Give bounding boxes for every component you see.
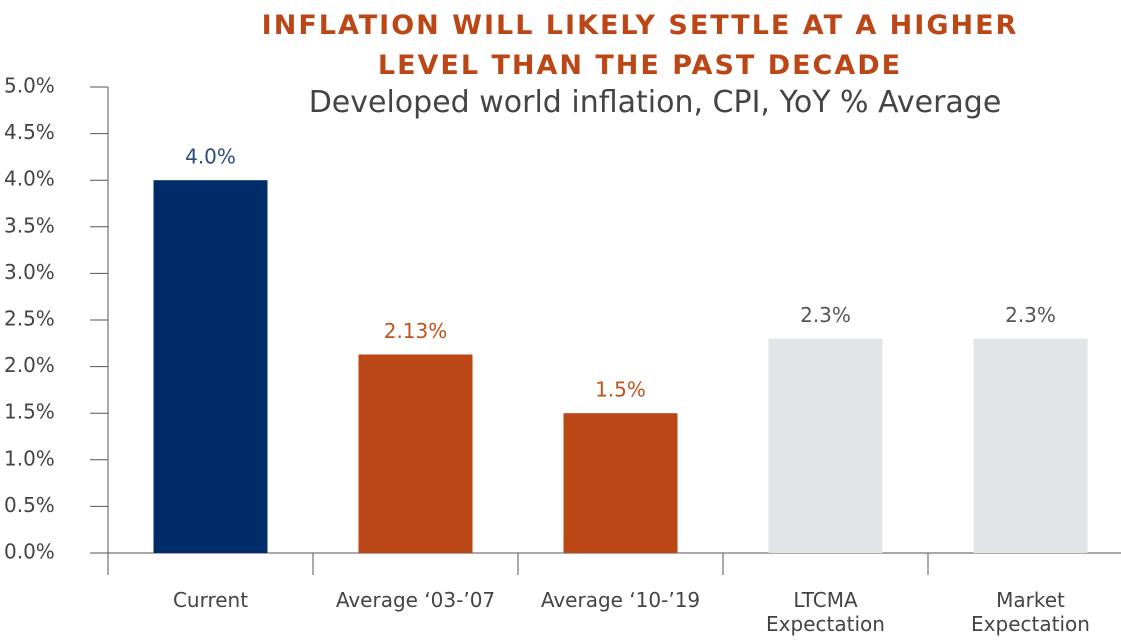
chart-subtitle: Developed world inflation, CPI, YoY % Av…: [308, 85, 1002, 120]
value-label: 1.5%: [595, 378, 646, 402]
y-tick-label: 5.0%: [4, 74, 55, 98]
y-tick-label: 3.0%: [4, 260, 55, 284]
x-tick-label: Market Expectation: [971, 588, 1090, 636]
x-tick-label: Current: [172, 588, 249, 612]
y-tick-label: 1.0%: [4, 446, 55, 470]
y-tick-label: 0.0%: [4, 540, 55, 564]
chart-title: INFLATION WILL LIKELY SETTLE AT A HIGHER…: [261, 10, 1019, 81]
value-label: 2.3%: [1005, 303, 1056, 327]
value-label: 2.3%: [800, 303, 851, 327]
y-tick-label: 3.5%: [4, 213, 55, 237]
bar: [153, 180, 268, 553]
y-tick-label: 4.0%: [4, 167, 55, 191]
value-label: 2.13%: [384, 319, 448, 343]
bar: [973, 338, 1088, 553]
y-tick-label: 0.5%: [4, 493, 55, 517]
y-tick-label: 2.0%: [4, 353, 55, 377]
value-label: 4.0%: [185, 145, 236, 169]
y-tick-label: 1.5%: [4, 400, 55, 424]
y-tick-label: 2.5%: [4, 307, 55, 331]
y-tick-label: 4.5%: [4, 120, 55, 144]
bar: [768, 338, 883, 553]
bar: [358, 354, 473, 553]
x-tick-label: LTCMA Expectation: [766, 588, 885, 636]
x-tick-label: Average ‘10-’19: [540, 588, 701, 612]
bar: [563, 413, 678, 553]
x-tick-label: Average ‘03-’07: [335, 588, 496, 612]
